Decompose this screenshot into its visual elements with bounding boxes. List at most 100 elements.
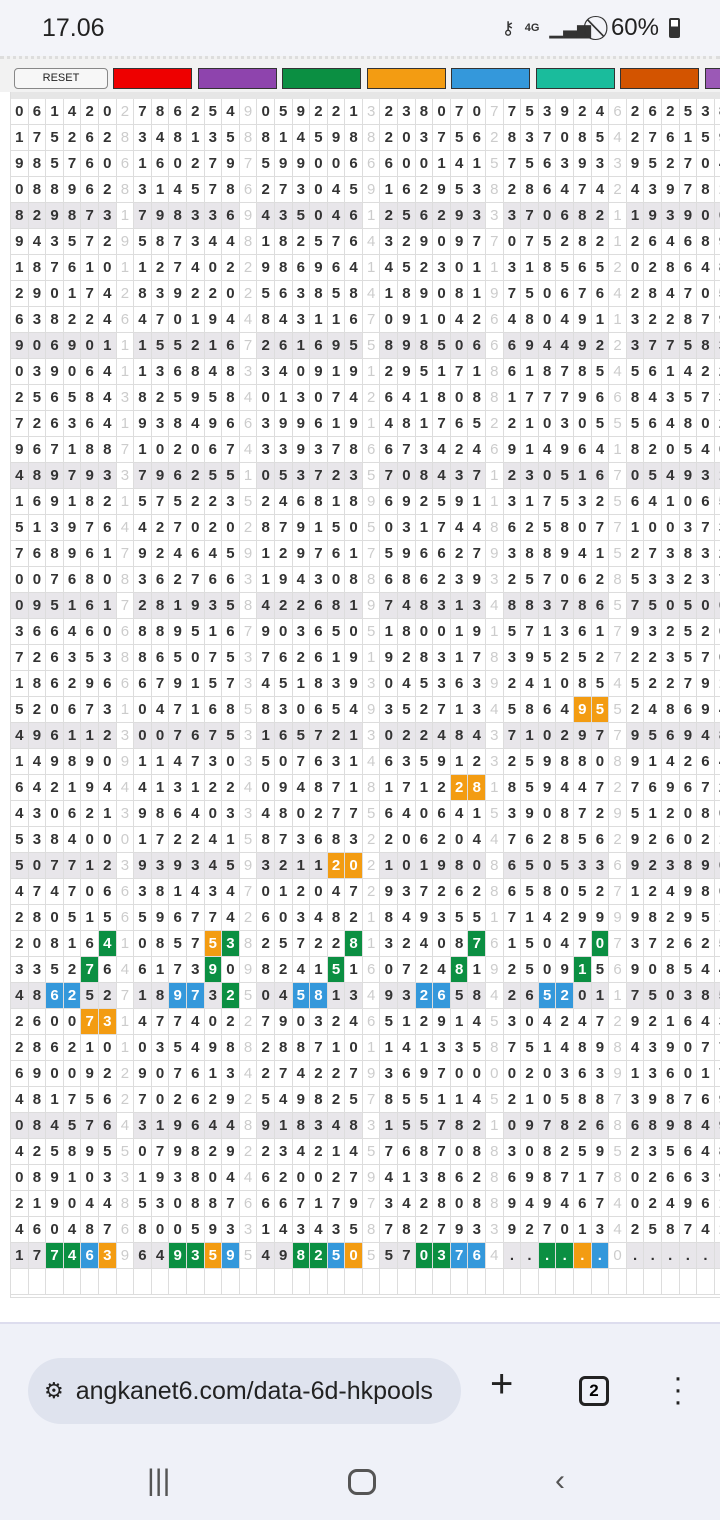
digit-cell[interactable]: 3 — [556, 1061, 574, 1087]
digit-cell[interactable]: 3 — [644, 177, 662, 203]
digit-cell[interactable]: 6 — [204, 697, 223, 723]
digit-cell[interactable]: 1 — [46, 1087, 64, 1113]
digit-cell[interactable]: 8 — [556, 515, 574, 541]
digit-cell[interactable]: 8 — [398, 619, 416, 645]
digit-cell[interactable]: 7 — [310, 541, 328, 567]
digit-cell[interactable]: 9 — [679, 879, 698, 905]
digit-cell[interactable]: 6 — [63, 255, 82, 281]
digit-cell[interactable]: 8 — [538, 359, 557, 385]
digit-cell[interactable]: 6 — [468, 333, 487, 359]
digit-cell[interactable]: 8 — [186, 1139, 205, 1165]
digit-cell[interactable]: 8 — [697, 177, 715, 203]
digit-cell[interactable]: 4 — [556, 307, 574, 333]
digit-cell[interactable]: 4 — [556, 1191, 574, 1217]
digit-cell[interactable]: 9 — [556, 957, 574, 983]
separator-cell[interactable]: 9 — [609, 801, 627, 827]
digit-cell[interactable]: 0 — [521, 1009, 539, 1035]
digit-cell[interactable]: 0 — [433, 229, 451, 255]
digit-cell[interactable]: 6 — [310, 697, 328, 723]
digit-cell[interactable]: 0 — [28, 931, 47, 957]
digit-cell[interactable]: 1 — [292, 333, 311, 359]
digit-cell[interactable]: 2 — [644, 307, 662, 333]
digit-cell[interactable]: . — [644, 1243, 662, 1269]
separator-cell[interactable]: 6 — [116, 671, 135, 697]
digit-cell[interactable]: 0 — [345, 853, 363, 879]
digit-cell[interactable]: 1 — [697, 1061, 715, 1087]
digit-cell[interactable]: 1 — [204, 1061, 223, 1087]
empty-cell[interactable] — [521, 1269, 539, 1295]
digit-cell[interactable]: 2 — [186, 99, 205, 125]
digit-cell[interactable]: 7 — [186, 567, 205, 593]
separator-cell[interactable]: 1 — [116, 203, 135, 229]
digit-cell[interactable]: 0 — [204, 1009, 223, 1035]
digit-cell[interactable]: 7 — [433, 411, 451, 437]
digit-cell[interactable]: 6 — [415, 567, 434, 593]
digit-cell[interactable]: 8 — [46, 307, 64, 333]
digit-cell[interactable]: 0 — [591, 749, 610, 775]
digit-cell[interactable]: 0 — [714, 853, 720, 879]
digit-cell[interactable]: 8 — [556, 827, 574, 853]
digit-cell[interactable]: 6 — [679, 931, 698, 957]
digit-cell[interactable]: 0 — [257, 463, 275, 489]
digit-cell[interactable]: 1 — [186, 671, 205, 697]
digit-cell[interactable]: 8 — [327, 905, 346, 931]
digit-cell[interactable]: 7 — [151, 307, 170, 333]
digit-cell[interactable]: 4 — [257, 203, 275, 229]
digit-cell[interactable]: 1 — [468, 151, 487, 177]
digit-cell[interactable]: 3 — [186, 853, 205, 879]
digit-cell[interactable]: 3 — [521, 463, 539, 489]
digit-cell[interactable]: 4 — [398, 385, 416, 411]
separator-cell[interactable]: 9 — [239, 541, 258, 567]
digit-cell[interactable]: 2 — [538, 827, 557, 853]
separator-cell[interactable]: 5 — [362, 515, 381, 541]
digit-cell[interactable]: 0 — [697, 203, 715, 229]
digit-cell[interactable]: 4 — [626, 177, 645, 203]
digit-cell[interactable]: 0 — [257, 775, 275, 801]
digit-cell[interactable]: 9 — [398, 333, 416, 359]
digit-cell[interactable]: 3 — [204, 983, 223, 1009]
digit-cell[interactable]: 5 — [98, 1139, 117, 1165]
digit-cell[interactable]: 0 — [151, 437, 170, 463]
digit-cell[interactable]: 1 — [274, 879, 293, 905]
digit-cell[interactable]: 1 — [186, 125, 205, 151]
separator-cell[interactable]: 7 — [116, 983, 135, 1009]
digit-cell[interactable]: 9 — [11, 151, 29, 177]
digit-cell[interactable]: 4 — [151, 697, 170, 723]
digit-cell[interactable]: 4 — [81, 1191, 99, 1217]
separator-cell[interactable]: 7 — [609, 879, 627, 905]
digit-cell[interactable]: 2 — [98, 177, 117, 203]
digit-cell[interactable]: 4 — [222, 229, 240, 255]
digit-cell[interactable]: 0 — [556, 567, 574, 593]
digit-cell[interactable]: 0 — [63, 1061, 82, 1087]
digit-cell[interactable]: 9 — [46, 1165, 64, 1191]
digit-cell[interactable]: 5 — [468, 411, 487, 437]
digit-cell[interactable]: 9 — [714, 229, 720, 255]
digit-cell[interactable]: 1 — [134, 333, 152, 359]
digit-cell[interactable]: 0 — [626, 463, 645, 489]
separator-cell[interactable]: 0 — [609, 1243, 627, 1269]
digit-cell[interactable]: 8 — [521, 177, 539, 203]
digit-cell[interactable]: 9 — [626, 853, 645, 879]
separator-cell[interactable]: 1 — [116, 931, 135, 957]
digit-cell[interactable]: 6 — [81, 1243, 99, 1269]
digit-cell[interactable]: 4 — [398, 671, 416, 697]
digit-cell[interactable]: 2 — [327, 99, 346, 125]
digit-cell[interactable]: 5 — [538, 645, 557, 671]
digit-cell[interactable]: 3 — [538, 593, 557, 619]
digit-cell[interactable]: 7 — [327, 1191, 346, 1217]
digit-cell[interactable]: 0 — [222, 957, 240, 983]
digit-cell[interactable]: 3 — [398, 983, 416, 1009]
digit-cell[interactable]: 1 — [714, 671, 720, 697]
digit-cell[interactable]: 7 — [345, 801, 363, 827]
separator-cell[interactable]: 0 — [116, 827, 135, 853]
digit-cell[interactable]: 8 — [134, 619, 152, 645]
digit-cell[interactable]: 0 — [697, 411, 715, 437]
digit-cell[interactable]: 6 — [186, 541, 205, 567]
digit-cell[interactable]: 7 — [46, 567, 64, 593]
digit-cell[interactable]: 9 — [327, 333, 346, 359]
digit-cell[interactable]: 6 — [98, 1087, 117, 1113]
digit-cell[interactable]: 9 — [28, 1061, 47, 1087]
digit-cell[interactable]: 8 — [415, 1139, 434, 1165]
digit-cell[interactable]: 4 — [186, 801, 205, 827]
empty-cell[interactable] — [450, 1269, 469, 1295]
